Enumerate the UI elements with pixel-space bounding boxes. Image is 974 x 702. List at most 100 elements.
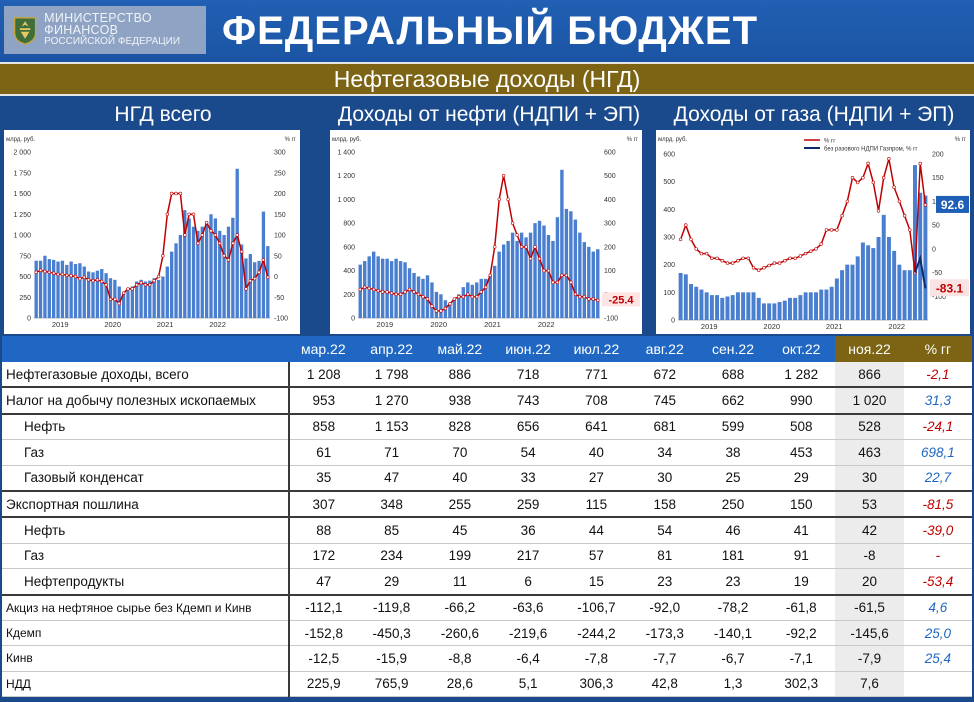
table-row: Нефтегазовые доходы, всего 1 208 1 798 886 7…: [2, 362, 972, 389]
bar: [881, 214, 886, 320]
bar: [834, 278, 839, 320]
line-point: [99, 279, 104, 284]
table-cell: 35: [288, 465, 358, 492]
line-point: [367, 286, 371, 291]
table-cell: 29: [357, 568, 426, 596]
bar: [82, 266, 86, 318]
column-header-month: окт.22: [767, 336, 836, 362]
table-cell: 23: [698, 568, 768, 596]
line-point: [861, 175, 865, 180]
pct-cell: 25,4: [903, 645, 972, 672]
line-point: [443, 306, 448, 311]
line-point: [777, 261, 782, 265]
bar: [808, 292, 813, 320]
line-point: [506, 197, 510, 202]
line-point: [882, 175, 886, 180]
bar: [855, 256, 860, 320]
table-cell: 36: [494, 517, 563, 544]
bar: [218, 230, 222, 318]
pct-cell: -24,1: [903, 413, 972, 441]
y-tick-label: 400: [343, 268, 355, 275]
line-point: [126, 287, 130, 291]
table-cell: 57: [562, 543, 631, 570]
line-point: [196, 241, 200, 246]
bar: [183, 210, 187, 318]
bar: [582, 242, 587, 318]
bar: [403, 262, 407, 318]
y2-axis-title: % гг: [285, 137, 297, 143]
line-point: [699, 251, 704, 256]
bar: [130, 286, 134, 318]
bar: [152, 278, 156, 318]
line-point: [902, 213, 907, 218]
line-point: [257, 270, 261, 275]
table-cell: 662: [698, 387, 768, 415]
bar: [866, 245, 871, 320]
bar: [376, 256, 380, 318]
table-cell: 463: [835, 439, 904, 466]
y-tick-label: 1 400: [337, 150, 355, 157]
table-cell: 28,6: [425, 671, 495, 698]
table-cell: 1 020: [835, 387, 904, 415]
y2-axis-title: % гг: [955, 137, 967, 143]
line-point: [152, 279, 156, 283]
y2-tick-label: 600: [604, 150, 616, 157]
chart-gas-panel: млрд. руб.% гг 0 100 200 300 400 500 600 -100 -50…: [656, 130, 970, 334]
bar: [448, 303, 452, 318]
table-cell: 29: [767, 465, 836, 492]
line-point: [178, 191, 183, 196]
line-point: [412, 290, 416, 294]
line-point: [222, 254, 226, 258]
bar: [715, 295, 720, 320]
bar: [425, 275, 430, 318]
line-point: [91, 279, 95, 283]
bar: [720, 297, 725, 320]
table-cell: 953: [288, 387, 358, 415]
table-cell: 30: [630, 465, 699, 492]
line-point: [560, 273, 564, 278]
line-point: [187, 212, 191, 217]
y2-tick-label: 500: [604, 173, 616, 180]
table-cell: 46: [698, 517, 768, 544]
bar: [761, 303, 766, 320]
table-cell: 886: [425, 362, 495, 389]
line-point: [69, 274, 73, 278]
pct-cell: 22,7: [903, 465, 972, 492]
table-cell: 23: [630, 568, 699, 596]
y2-tick-label: 0: [932, 246, 936, 253]
legend-label-adjusted: без разового НДПИ Газпром, % гг: [824, 147, 918, 153]
line-point: [78, 276, 82, 281]
table-cell: 7,6: [835, 671, 904, 698]
line-point: [730, 261, 735, 265]
table-cell: 30: [835, 465, 904, 492]
table-cell: -8: [835, 543, 904, 570]
table-cell: 38: [698, 439, 768, 466]
chart-gas: млрд. руб.% гг0100200300400500600-100-50…: [658, 137, 969, 331]
line-point: [200, 233, 205, 237]
bar: [161, 276, 165, 318]
bar: [126, 290, 130, 318]
line-point: [117, 301, 121, 306]
bar: [892, 250, 897, 320]
header-bar: МИНИСТЕРСТВО ФИНАНСОВ РОССИЙСКОЙ ФЕДЕРАЦ…: [0, 0, 974, 62]
line-point: [170, 191, 174, 196]
bar: [777, 302, 782, 320]
bar: [746, 292, 751, 320]
line-point: [819, 242, 823, 246]
line-point: [725, 261, 730, 265]
bar: [533, 223, 537, 318]
table-cell: 528: [835, 413, 904, 441]
bar: [560, 169, 564, 318]
y-tick-label: 600: [663, 152, 675, 159]
line-point: [143, 283, 148, 287]
bar: [73, 264, 78, 318]
bar: [735, 292, 740, 320]
bar: [741, 292, 746, 320]
table-cell: 158: [630, 490, 699, 519]
table-row: Нефтепродукты 47 29 11 6 15 23 23 19 20 -53,4: [2, 568, 972, 596]
y2-tick-label: -100: [604, 316, 618, 323]
table-cell: 41: [767, 517, 836, 544]
table-cell: -92,0: [630, 594, 699, 621]
row-label: Налог на добычу полезных ископаемых: [2, 387, 290, 415]
